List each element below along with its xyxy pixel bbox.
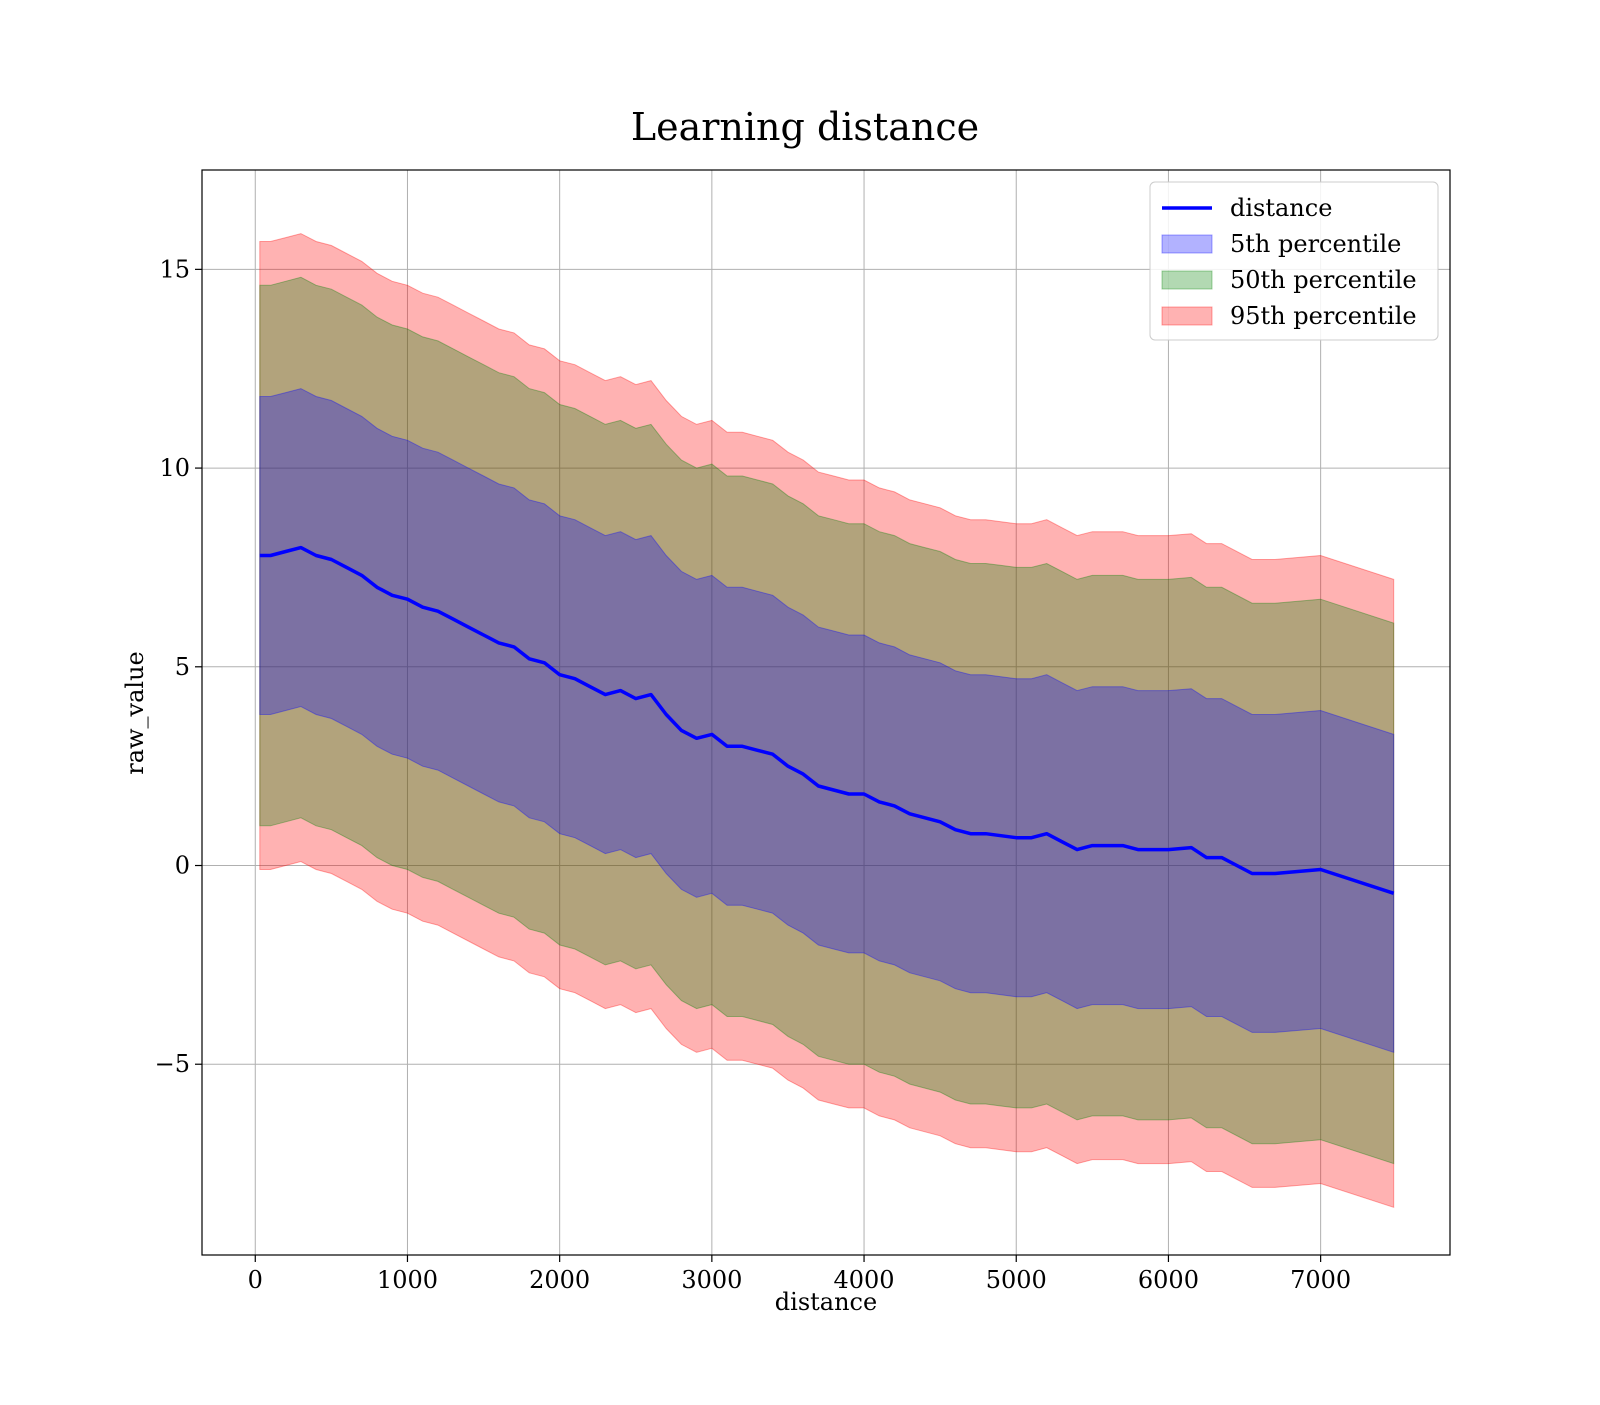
x-axis-label: distance <box>775 1288 877 1316</box>
x-tick-label: 5000 <box>986 1266 1047 1294</box>
x-tick-label: 6000 <box>1138 1266 1199 1294</box>
y-axis-label: raw_value <box>121 651 149 775</box>
y-tick-label: 15 <box>159 255 190 283</box>
x-tick-label: 1000 <box>377 1266 438 1294</box>
band-95th-percentile <box>259 233 1395 1208</box>
legend-swatch-5th-percentile <box>1161 234 1213 254</box>
legend-box <box>1149 181 1439 341</box>
legend-label-95th-percentile: 95th percentile <box>1230 302 1417 330</box>
x-tick-label: 2000 <box>529 1266 590 1294</box>
y-tick-label: 0 <box>175 852 190 880</box>
legend-swatch-95th-percentile <box>1161 306 1213 326</box>
legend-label-50th-percentile: 50th percentile <box>1230 266 1417 294</box>
chart-title: Learning distance <box>631 105 979 149</box>
x-tick-label: 3000 <box>681 1266 742 1294</box>
plot-frame <box>201 169 1451 1256</box>
grid <box>202 170 1450 1255</box>
x-tick-label: 4000 <box>834 1266 895 1294</box>
legend-label-distance: distance <box>1230 194 1332 222</box>
band-50th-percentile <box>259 276 1395 1165</box>
x-tick-label: 0 <box>248 1266 263 1294</box>
legend: distance 5th percentile 50th percentile 95t… <box>1149 181 1439 341</box>
legend-label-5th-percentile: 5th percentile <box>1230 230 1401 258</box>
y-axis-ticks: −5 0 5 10 15 <box>155 255 202 1078</box>
distance-line <box>259 545 1395 895</box>
band-5th-percentile <box>259 388 1395 1053</box>
y-tick-label: −5 <box>155 1050 190 1078</box>
percentile-bands <box>259 233 1395 1208</box>
x-tick-label: 7000 <box>1290 1266 1351 1294</box>
x-axis-ticks: 0 1000 2000 3000 4000 5000 6000 7000 <box>248 1255 1351 1294</box>
y-tick-label: 5 <box>175 653 190 681</box>
y-tick-label: 10 <box>159 454 190 482</box>
legend-swatch-50th-percentile <box>1161 270 1213 290</box>
distance-line-group <box>259 545 1395 895</box>
